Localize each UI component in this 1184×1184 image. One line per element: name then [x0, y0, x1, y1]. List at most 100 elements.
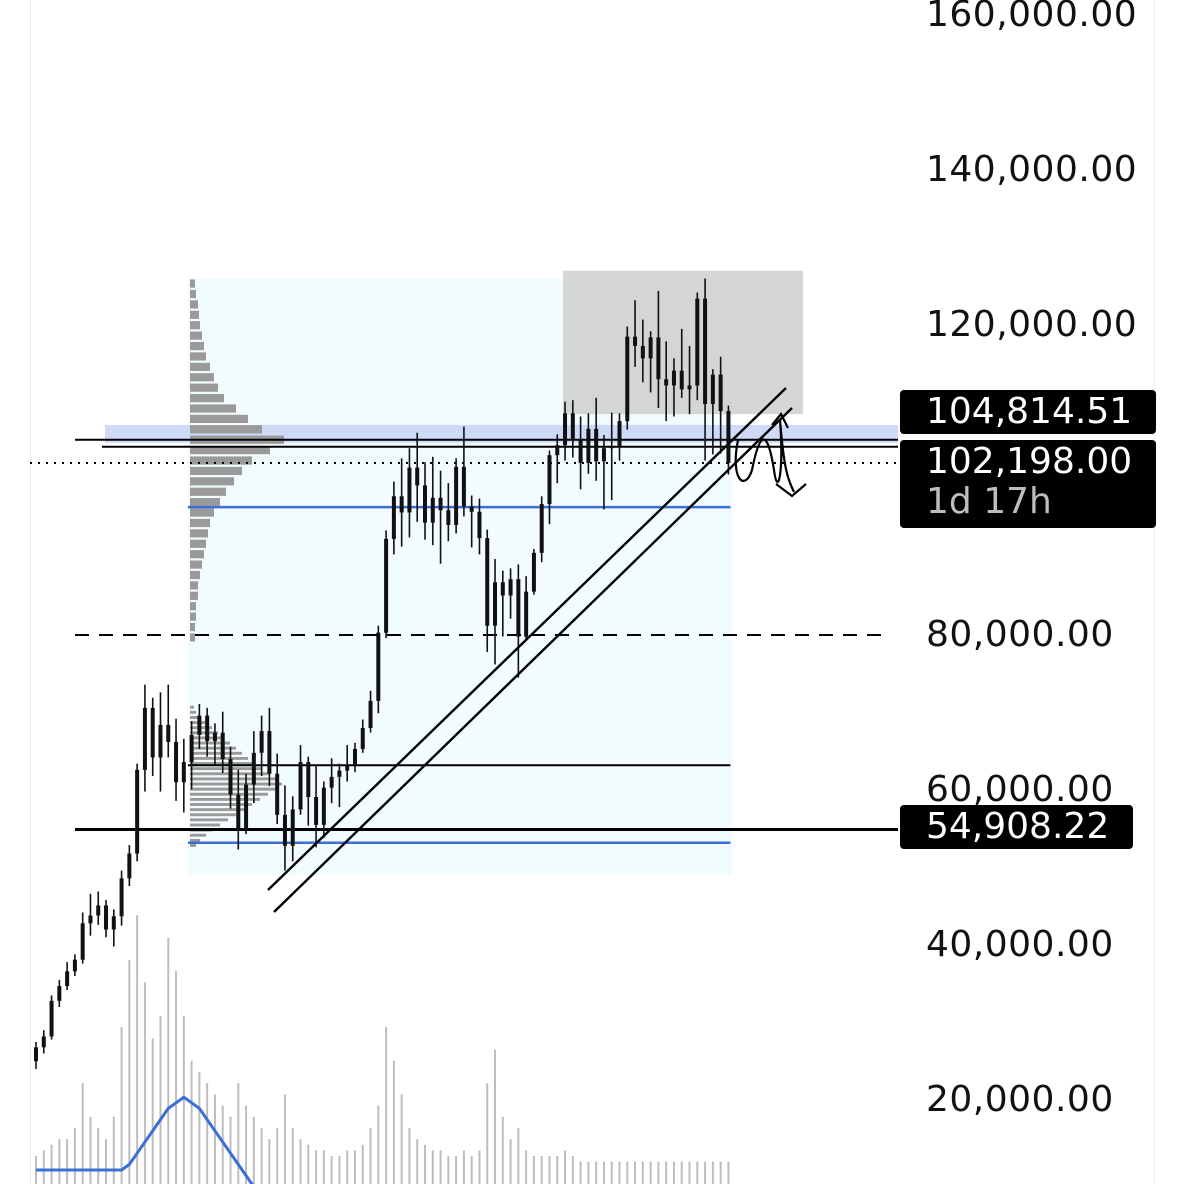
value-area-band: [105, 424, 898, 443]
candle-body: [34, 1047, 38, 1062]
volume-bar: [525, 1150, 528, 1184]
candle-body: [547, 455, 552, 505]
volume-bar: [105, 1139, 108, 1184]
volume-profile-bar: [190, 838, 200, 842]
candle-body: [298, 762, 303, 810]
candle-body: [609, 446, 614, 449]
volume-bar: [548, 1156, 551, 1184]
volume-profile-bar: [190, 756, 248, 760]
volume-bar: [556, 1156, 559, 1184]
volume-profile-bar: [190, 782, 282, 786]
volume-bar: [626, 1161, 629, 1184]
volume-bar: [696, 1161, 699, 1184]
volume-bar: [42, 1150, 45, 1184]
volume-bar: [128, 960, 131, 1184]
volume-profile-bar: [190, 612, 196, 621]
volume-bar: [353, 1150, 356, 1184]
volume-profile-bar: [190, 279, 195, 288]
candle-body: [399, 496, 404, 513]
volume-bar: [221, 1105, 224, 1184]
price-tag-support-value: 54,908.22: [926, 806, 1110, 847]
candle-body: [166, 724, 171, 742]
candle-body: [423, 485, 427, 523]
volume-profile-bar: [190, 446, 270, 455]
volume-bar: [610, 1161, 613, 1184]
volume-bar: [167, 937, 170, 1184]
candle-body: [337, 770, 342, 777]
price-tag-resistance-value: 104,814.51: [926, 391, 1133, 432]
volume-profile-bar: [190, 393, 224, 403]
volume-bar: [385, 1027, 388, 1184]
candle-body: [368, 700, 373, 728]
volume-bar: [229, 1116, 232, 1184]
price-tag-support: 54,908.22: [900, 805, 1134, 849]
candle-body: [594, 428, 599, 462]
candle-body: [150, 707, 155, 758]
volume-bar: [509, 1139, 512, 1184]
candle-body: [174, 741, 179, 783]
volume-bar: [330, 1156, 333, 1184]
candle-body: [391, 496, 396, 539]
volume-profile-bar: [190, 715, 200, 719]
candle-body: [601, 448, 606, 462]
candle-body: [516, 579, 521, 637]
volume-bar: [540, 1156, 543, 1184]
candle-body: [633, 336, 638, 346]
volume-bar: [641, 1161, 644, 1184]
volume-bar: [408, 1128, 411, 1184]
volume-profile-bar: [190, 622, 195, 632]
price-tag-resistance: 104,814.51: [900, 390, 1157, 434]
volume-profile-bar: [190, 508, 214, 517]
candle-body: [329, 776, 334, 788]
volume-bar: [182, 1016, 185, 1184]
candle-body: [384, 538, 389, 633]
volume-bar: [252, 1116, 255, 1184]
volume-profile-bar: [190, 818, 228, 822]
volume-profile-bar: [190, 529, 208, 538]
volume-profile-bar: [190, 787, 276, 791]
volume-profile-bar: [190, 777, 276, 781]
volume-bar: [97, 1128, 100, 1184]
volume-bar: [120, 1027, 123, 1184]
candle-body: [718, 374, 723, 412]
volume-bar: [136, 915, 139, 1184]
candle-body: [119, 878, 124, 917]
volume-bar: [400, 1094, 403, 1184]
volume-profile-bar: [190, 404, 236, 413]
volume-bar: [283, 1094, 286, 1184]
candle-body: [259, 731, 264, 753]
volume-bar: [361, 1144, 364, 1184]
volume-bar: [89, 1116, 92, 1184]
left-pane-edge: [30, 0, 31, 1184]
volume-bar: [112, 1116, 115, 1184]
candle-body: [695, 298, 700, 386]
volume-bar: [66, 1139, 69, 1184]
price-axis-tick: 140,000.00: [926, 149, 1138, 190]
volume-bar: [665, 1161, 668, 1184]
volume-bar: [455, 1156, 458, 1184]
candle-body: [251, 752, 256, 785]
volume-bar: [276, 1128, 279, 1184]
volume-profile-bar: [190, 767, 262, 771]
volume-profile-bar: [190, 833, 206, 837]
volume-bar: [315, 1150, 318, 1184]
candle-body: [493, 582, 498, 626]
volume-profile-bar: [190, 341, 204, 351]
volume-bar: [634, 1161, 637, 1184]
volume-bar: [486, 1083, 489, 1184]
candle-body: [352, 748, 357, 765]
volume-bar: [704, 1161, 707, 1184]
volume-bar: [532, 1156, 535, 1184]
volume-bar: [291, 1128, 294, 1184]
volume-profile-bar: [190, 300, 198, 309]
right-pane-edge: [1154, 0, 1155, 1184]
candle-body: [345, 764, 350, 771]
candle-body: [314, 796, 319, 825]
price-axis-tick: 20,000.00: [926, 1079, 1114, 1120]
candle-body: [228, 759, 233, 795]
volume-bar: [711, 1161, 714, 1184]
volume-bar: [431, 1150, 434, 1184]
candle-body: [531, 552, 536, 592]
